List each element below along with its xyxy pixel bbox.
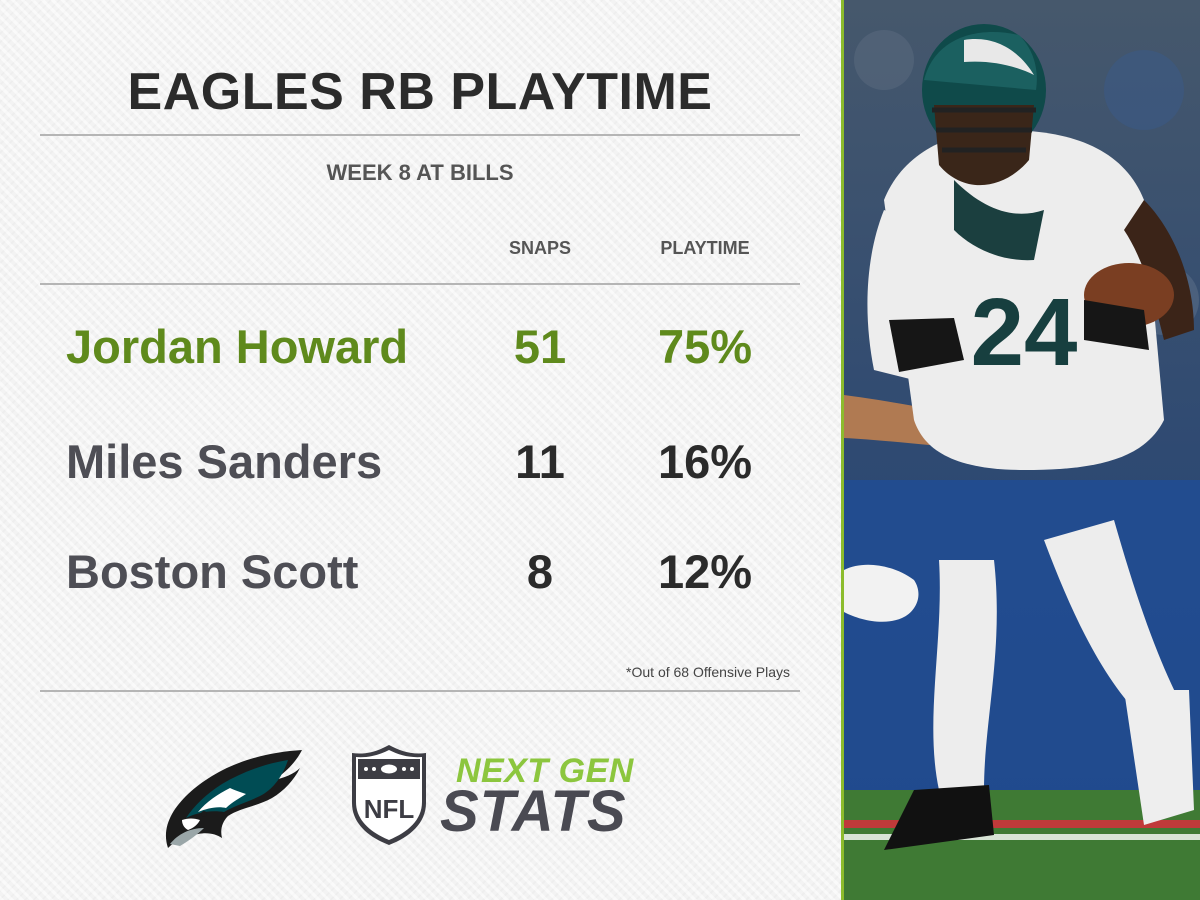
snaps-value: 11 — [515, 435, 565, 488]
accent-divider — [841, 0, 844, 900]
footer-divider — [40, 690, 800, 692]
player-photo: 24 — [844, 0, 1200, 900]
jersey-number: 24 — [971, 279, 1078, 386]
playtime-value: 12% — [657, 545, 753, 598]
nfl-shield-logo: NFL — [352, 745, 426, 845]
table-row: Boston Scott 8 12% — [0, 540, 841, 604]
playtime-value: 16% — [657, 435, 753, 488]
column-header-snaps: SNAPS — [508, 238, 571, 258]
footnote: *Out of 68 Offensive Plays — [626, 664, 790, 680]
ngs-line-2: STATS — [440, 779, 627, 844]
column-header-playtime: PLAYTIME — [660, 238, 750, 258]
table-row: Jordan Howard 51 75% — [0, 315, 841, 379]
header-divider — [40, 283, 800, 285]
snaps-value: 51 — [513, 320, 567, 373]
next-gen-stats-logo: NEXT GEN STATS — [438, 752, 688, 842]
nfl-wordmark: NFL — [364, 794, 415, 824]
title-divider — [40, 134, 800, 136]
player-name: Miles Sanders — [66, 435, 383, 488]
graphic-title: EAGLES RB PLAYTIME — [127, 63, 713, 121]
player-name: Jordan Howard — [66, 320, 409, 373]
snaps-value: 8 — [526, 545, 554, 598]
eagles-logo — [165, 750, 302, 848]
playtime-value: 75% — [657, 320, 753, 373]
player-name: Boston Scott — [66, 545, 359, 598]
table-row: Miles Sanders 11 16% — [0, 430, 841, 494]
stats-panel: EAGLES RB PLAYTIME WEEK 8 AT BILLS SNAPS… — [0, 0, 841, 900]
graphic-subtitle: WEEK 8 AT BILLS — [326, 160, 514, 185]
ngs-line-1: NEXT GEN — [456, 752, 634, 790]
